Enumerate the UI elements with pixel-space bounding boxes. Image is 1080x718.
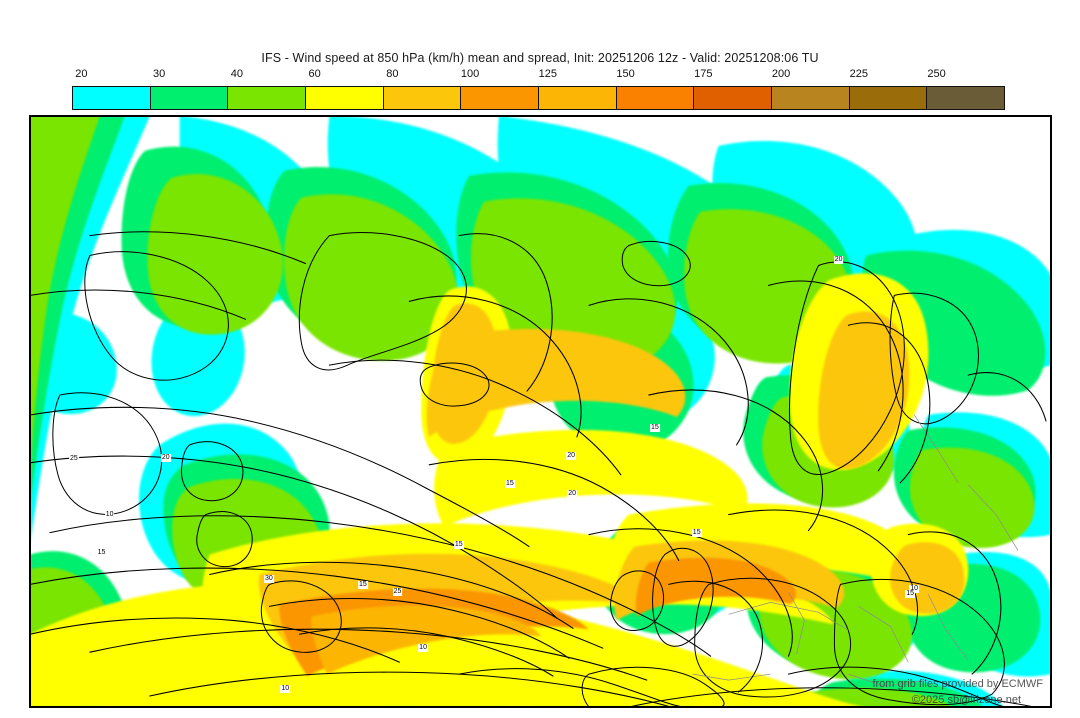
colorbar-segment [306, 87, 384, 109]
colorbar-tick-label: 200 [771, 68, 791, 80]
colorbar-segment [772, 87, 850, 109]
colorbar-tick-label: 175 [694, 68, 713, 80]
contour-label: 30 [264, 574, 274, 583]
contour-label: 20 [833, 255, 844, 264]
colorbar-segment [616, 87, 695, 109]
colorbar: 20 30 40 60 80 100 125 150 175 200 225 250 [72, 68, 1005, 110]
contour-label: 15 [905, 589, 915, 598]
colorbar-segment [150, 87, 229, 109]
colorbar-tick-label: 150 [616, 68, 635, 80]
colorbar-tick-label: 125 [538, 68, 558, 80]
contour-label: 10 [909, 584, 920, 593]
contour-label: 10 [104, 510, 115, 519]
colorbar-tick-label: 100 [460, 68, 480, 80]
contour-label: 10 [280, 685, 291, 694]
source-watermark: from grib files provided by ECMWF [872, 678, 1043, 690]
contour-label: 20 [160, 453, 171, 462]
contour-label: 15 [504, 479, 515, 488]
colorbar-segment [461, 87, 540, 109]
colorbar-tick-labels: 20 30 40 60 80 100 125 150 175 200 225 250 [72, 68, 1005, 84]
contour-label: 10 [418, 643, 428, 652]
colorbar-segment [927, 87, 1005, 109]
map-canvas[interactable]: 15 20 15 20 25 20 10 15 15 30 25 10 10 15 10 15 20 15 fro… [29, 115, 1052, 708]
colorbar-segment [694, 87, 773, 109]
map-graphic [30, 116, 1051, 707]
colorbar-tick-label: 250 [927, 68, 946, 80]
contour-label: 25 [392, 588, 403, 597]
colorbar-tick-label: 60 [308, 68, 321, 80]
colorbar-tick-label: 40 [230, 68, 243, 80]
contour-label: 20 [567, 490, 578, 499]
page-title: IFS - Wind speed at 850 hPa (km/h) mean … [261, 51, 819, 65]
colorbar-gradient [72, 86, 1005, 110]
colorbar-segment [383, 87, 462, 109]
colorbar-segment [849, 87, 928, 109]
colorbar-segment [73, 87, 151, 109]
colorbar-segment [539, 87, 617, 109]
contour-label: 15 [96, 549, 107, 558]
contour-label: 20 [566, 452, 577, 461]
contour-label: 25 [68, 455, 79, 464]
contour-label: 15 [357, 580, 368, 589]
colorbar-tick-label: 20 [75, 68, 88, 80]
copyright-watermark: ©2025 sb@irizone.net [911, 694, 1021, 706]
colorbar-segment [228, 87, 307, 109]
contour-label: 15 [453, 541, 464, 550]
colorbar-tick-label: 80 [386, 68, 399, 80]
contour-label: 15 [691, 529, 702, 538]
colorbar-tick-label: 225 [849, 68, 869, 80]
colorbar-tick-label: 30 [152, 68, 166, 80]
contour-label: 15 [649, 424, 660, 433]
